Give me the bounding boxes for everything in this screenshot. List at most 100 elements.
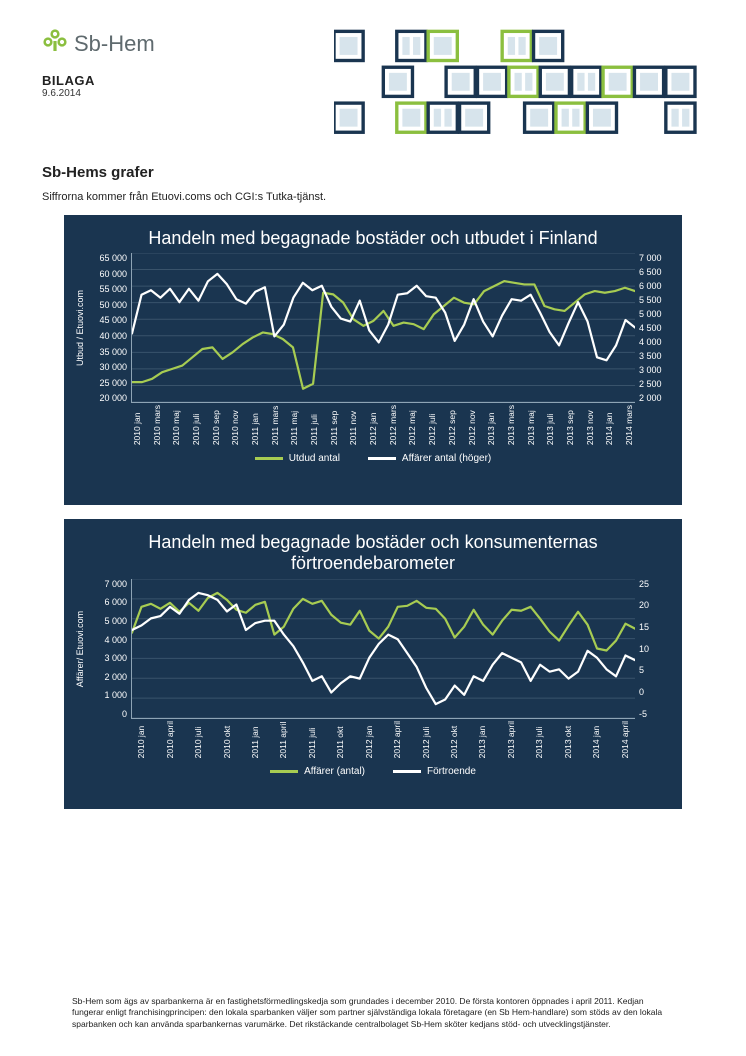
xtick: 2011 jan [245,405,265,445]
xtick: 2010 nov [225,405,245,445]
ytick: 25 [639,579,649,589]
xtick: 2010 okt [212,721,240,758]
chart1-ylabel: Utbud / Etuovi.com [73,253,87,403]
xtick: 2010 april [155,721,183,758]
ytick: 5 500 [639,295,662,305]
xtick: 2012 mars [383,405,403,445]
xtick: 2010 jan [127,721,155,758]
xtick: 2012 nov [462,405,482,445]
xtick: 2012 juli [411,721,439,758]
ytick: 3 500 [639,351,662,361]
footer-text: Sb-Hem som ägs av sparbankerna är en fas… [72,996,674,1030]
xtick: 2011 juli [298,721,326,758]
xtick: 2014 april [610,721,638,758]
ytick: 4 000 [639,337,662,347]
chart2-plot [131,579,635,719]
bilaga-label: BILAGA [42,73,155,88]
xtick: 2011 juli [304,405,324,445]
ytick: 5 [639,665,644,675]
ytick: 6 500 [639,267,662,277]
ytick: 0 [639,687,644,697]
xtick: 2011 maj [285,405,305,445]
xtick: 2013 nov [580,405,600,445]
house-graphic [334,28,704,136]
xtick: 2013 jan [481,405,501,445]
legend-item: Affärer antal (höger) [368,453,491,464]
ytick: 5 000 [104,616,127,626]
xtick: 2010 maj [166,405,186,445]
xtick: 2011 sep [324,405,344,445]
chart1-yticks-right: 7 000 6 500 6 000 5 500 5 000 4 500 4 000 3 500… [635,253,673,403]
xtick: 2011 okt [326,721,354,758]
xtick: 2010 juli [184,721,212,758]
ytick: 30 000 [99,362,127,372]
xtick: 2013 maj [521,405,541,445]
ytick: 15 [639,622,649,632]
xtick: 2012 april [383,721,411,758]
ytick: 10 [639,644,649,654]
chart2-xticks: 2010 jan2010 april2010 juli2010 okt2011 … [127,721,639,758]
chart1-yticks-left: 65 00060 00055 00050 00045 00040 00035 0… [87,253,131,403]
chart1: Handeln med begagnade bostäder och utbud… [64,215,682,505]
xtick: 2011 jan [241,721,269,758]
xtick: 2012 maj [403,405,423,445]
ytick: 2 000 [104,672,127,682]
ytick: 25 000 [99,378,127,388]
chart2-legend: Affärer (antal)Förtroende [73,758,673,781]
ytick: 40 000 [99,331,127,341]
xtick: 2010 sep [206,405,226,445]
section-title: Sb-Hems grafer [42,164,704,181]
xtick: 2010 mars [147,405,167,445]
ytick: 3 000 [104,653,127,663]
xtick: 2013 okt [554,721,582,758]
chart1-xticks: 2010 jan2010 mars2010 maj2010 juli2010 s… [127,405,639,445]
ytick: 5 000 [639,309,662,319]
xtick: 2013 mars [501,405,521,445]
xtick: 2011 april [269,721,297,758]
xtick: 2013 juli [525,721,553,758]
chart2-title: Handeln med begagnade bostäder och konsu… [73,526,673,579]
ytick: 6 000 [104,597,127,607]
ytick: 50 000 [99,300,127,310]
ytick: -5 [639,709,647,719]
ytick: 35 000 [99,347,127,357]
ytick: 6 000 [639,281,662,291]
chart1-title: Handeln med begagnade bostäder och utbud… [73,222,673,254]
header-left: Sb-Hem BILAGA 9.6.2014 [42,28,155,99]
xtick: 2012 juli [422,405,442,445]
chart2-ylabel: Affärer/ Etuovi.com [73,579,87,719]
ytick: 7 000 [639,253,662,263]
document-page: Sb-Hem BILAGA 9.6.2014 Sb-Hems grafer Si… [0,0,746,1056]
ytick: 3 000 [639,365,662,375]
ytick: 55 000 [99,284,127,294]
chart2-yticks-left: 7 0006 0005 0004 0003 0002 0001 0000 [87,579,131,719]
xtick: 2011 mars [265,405,285,445]
ytick: 60 000 [99,269,127,279]
chart1-wrap: Handeln med begagnade bostäder och utbud… [42,215,704,505]
xtick: 2013 juli [540,405,560,445]
legend-item: Utdud antal [255,453,340,464]
xtick: 2012 jan [363,405,383,445]
ytick: 20 [639,600,649,610]
ytick: 2 500 [639,379,662,389]
ytick: 2 000 [639,393,662,403]
header: Sb-Hem BILAGA 9.6.2014 [42,28,704,136]
intro-text: Siffrorna kommer från Etuovi.coms och CG… [42,191,704,203]
xtick: 2012 okt [440,721,468,758]
xtick: 2011 nov [344,405,364,445]
ytick: 7 000 [104,579,127,589]
xtick: 2014 mars [619,405,639,445]
ytick: 1 000 [104,690,127,700]
document-date: 9.6.2014 [42,88,155,99]
xtick: 2012 sep [442,405,462,445]
xtick: 2012 jan [355,721,383,758]
xtick: 2013 sep [560,405,580,445]
xtick: 2010 juli [186,405,206,445]
chart2: Handeln med begagnade bostäder och konsu… [64,519,682,809]
ytick: 65 000 [99,253,127,263]
chart2-yticks-right: 25 20 15 10 5 0 -5 [635,579,673,719]
chart2-wrap: Handeln med begagnade bostäder och konsu… [42,519,704,809]
xtick: 2014 jan [600,405,620,445]
ytick: 4 500 [639,323,662,333]
xtick: 2013 april [497,721,525,758]
